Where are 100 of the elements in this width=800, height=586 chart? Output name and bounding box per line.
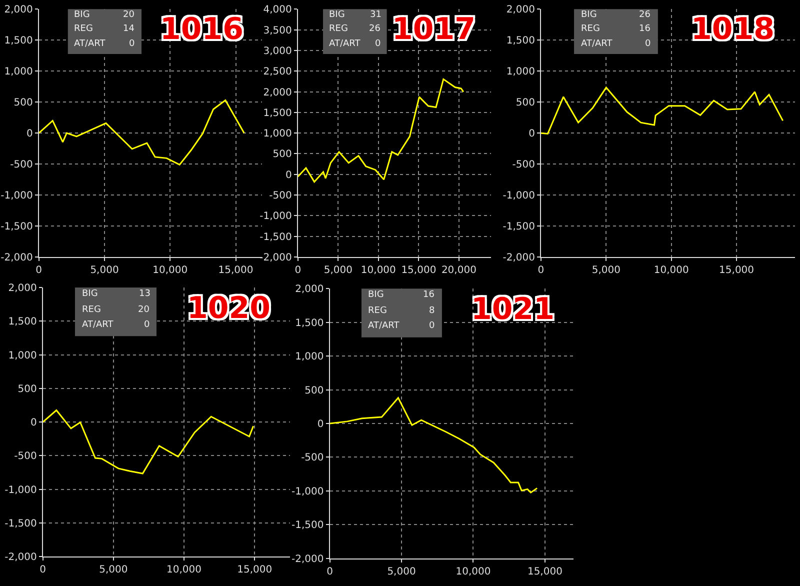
y-tick-label: 0 (286, 170, 292, 181)
x-tick-label: 10,000 (654, 265, 689, 276)
annotation: 26 (639, 10, 651, 20)
y-tick-label: 1,000 (506, 66, 535, 78)
x-tick-label: 10,000 (360, 265, 396, 276)
line-series (298, 78, 464, 183)
y-tick-label: -500 (301, 452, 324, 464)
x-tick-label: 10,000 (456, 566, 491, 578)
annotation: AT/ART (581, 39, 613, 49)
x-tick-label: 5,000 (99, 564, 128, 576)
y-tick-label: 1,500 (4, 36, 33, 47)
x-tick-label: 15,000 (719, 265, 754, 276)
annotation: BIG (74, 10, 90, 20)
y-tick-label: -500 (14, 451, 37, 462)
y-tick-label: -2,000 (0, 252, 33, 264)
line-series (330, 397, 538, 494)
y-tick-label: 500 (516, 98, 535, 109)
annotation: REG (329, 24, 348, 34)
x-tick-label: 5,000 (387, 566, 416, 578)
y-tick-label: 1,000 (295, 352, 324, 363)
annotation: REG (368, 306, 387, 316)
annotation: 20 (138, 305, 150, 315)
y-tick-label: 0 (26, 128, 33, 140)
y-tick-label: 1,000 (8, 350, 37, 362)
annotation: 13 (139, 289, 150, 299)
y-tick-label: 2,000 (4, 4, 33, 16)
y-tick-label: -1,000 (502, 190, 535, 202)
y-tick-label: 0 (317, 418, 324, 430)
y-tick-label: 4,000 (263, 4, 292, 16)
y-tick-label: -1,500 (0, 222, 33, 233)
y-tick-label: -500 (512, 160, 535, 171)
y-tick-label: 0 (30, 418, 37, 429)
annotation: AT/ART (74, 39, 106, 49)
line-series (42, 410, 254, 474)
y-tick-label: 1,500 (295, 318, 324, 329)
annotation: 26 (369, 24, 381, 34)
annotation: BIG (581, 10, 597, 20)
line-series (540, 86, 784, 134)
y-tick-label: 0 (528, 128, 535, 140)
annotation: 31 (370, 10, 382, 20)
annotation: 16 (639, 24, 651, 34)
annotation: REG (82, 305, 101, 315)
annotation: REG (581, 24, 600, 34)
y-tick-label: 1,000 (263, 128, 292, 140)
y-tick-label: 1,500 (506, 36, 535, 47)
y-tick-label: 2,000 (8, 282, 37, 294)
y-tick-label: -1,000 (292, 486, 324, 498)
annotation: 0 (144, 320, 150, 330)
annotation: AT/ART (368, 321, 400, 331)
y-tick-label: -500 (10, 160, 33, 171)
y-tick-label: -1,000 (4, 484, 37, 496)
x-tick-label: 15,000 (237, 564, 272, 576)
annotation: 0 (375, 39, 381, 49)
y-tick-label: 500 (272, 149, 292, 160)
y-tick-label: -2,000 (292, 554, 324, 565)
annotation: BIG (368, 290, 384, 300)
x-tick-label: 0 (40, 564, 46, 576)
y-tick-label: 2,000 (506, 4, 535, 16)
y-tick-label: 1,500 (263, 108, 292, 119)
annotation: AT/ART (82, 320, 114, 330)
line-series (38, 100, 245, 166)
chart-title: 1016 (160, 12, 244, 47)
annotation: BIG (329, 10, 345, 20)
x-tick-label: 20,000 (441, 265, 476, 276)
annotation: AT/ART (329, 39, 361, 49)
annotation: 0 (129, 39, 135, 49)
x-tick-label: 10,000 (152, 265, 188, 276)
chart-title: 1018 (691, 12, 774, 47)
x-tick-label: 10,000 (166, 564, 202, 576)
annotation: BIG (82, 289, 98, 299)
y-tick-label: -2,000 (502, 252, 535, 264)
annotation: 0 (645, 39, 651, 49)
annotation: 16 (423, 290, 435, 300)
annotation: 8 (429, 306, 435, 316)
y-tick-label: 3,000 (263, 46, 292, 57)
x-tick-label: 0 (326, 566, 333, 578)
y-tick-label: 1,500 (8, 316, 37, 328)
x-tick-label: 0 (538, 265, 544, 276)
y-tick-label: 500 (18, 384, 37, 395)
y-tick-label: 3,500 (263, 25, 292, 36)
x-tick-label: 15,000 (401, 265, 436, 276)
y-tick-label: -1,500 (292, 520, 324, 532)
y-tick-label: -1,000 (260, 211, 292, 222)
chart-title: 1017 (392, 12, 476, 47)
x-tick-label: 5,000 (324, 265, 352, 276)
y-tick-label: -1,000 (0, 190, 33, 202)
annotation: 20 (123, 10, 135, 20)
annotation: 0 (429, 321, 435, 331)
x-tick-label: 15,000 (218, 265, 254, 276)
x-tick-label: 5,000 (90, 265, 119, 276)
y-tick-label: -2,000 (4, 552, 37, 564)
annotation: 14 (123, 24, 135, 34)
chart-title: 1021 (471, 292, 554, 327)
x-tick-label: 15,000 (527, 566, 562, 578)
y-tick-label: -1,500 (502, 222, 535, 233)
y-tick-label: -1,500 (260, 232, 292, 243)
y-tick-label: -2,000 (260, 252, 292, 264)
y-tick-label: -1,500 (4, 518, 37, 530)
y-tick-label: 1,000 (4, 66, 33, 78)
y-tick-label: 500 (304, 385, 324, 396)
